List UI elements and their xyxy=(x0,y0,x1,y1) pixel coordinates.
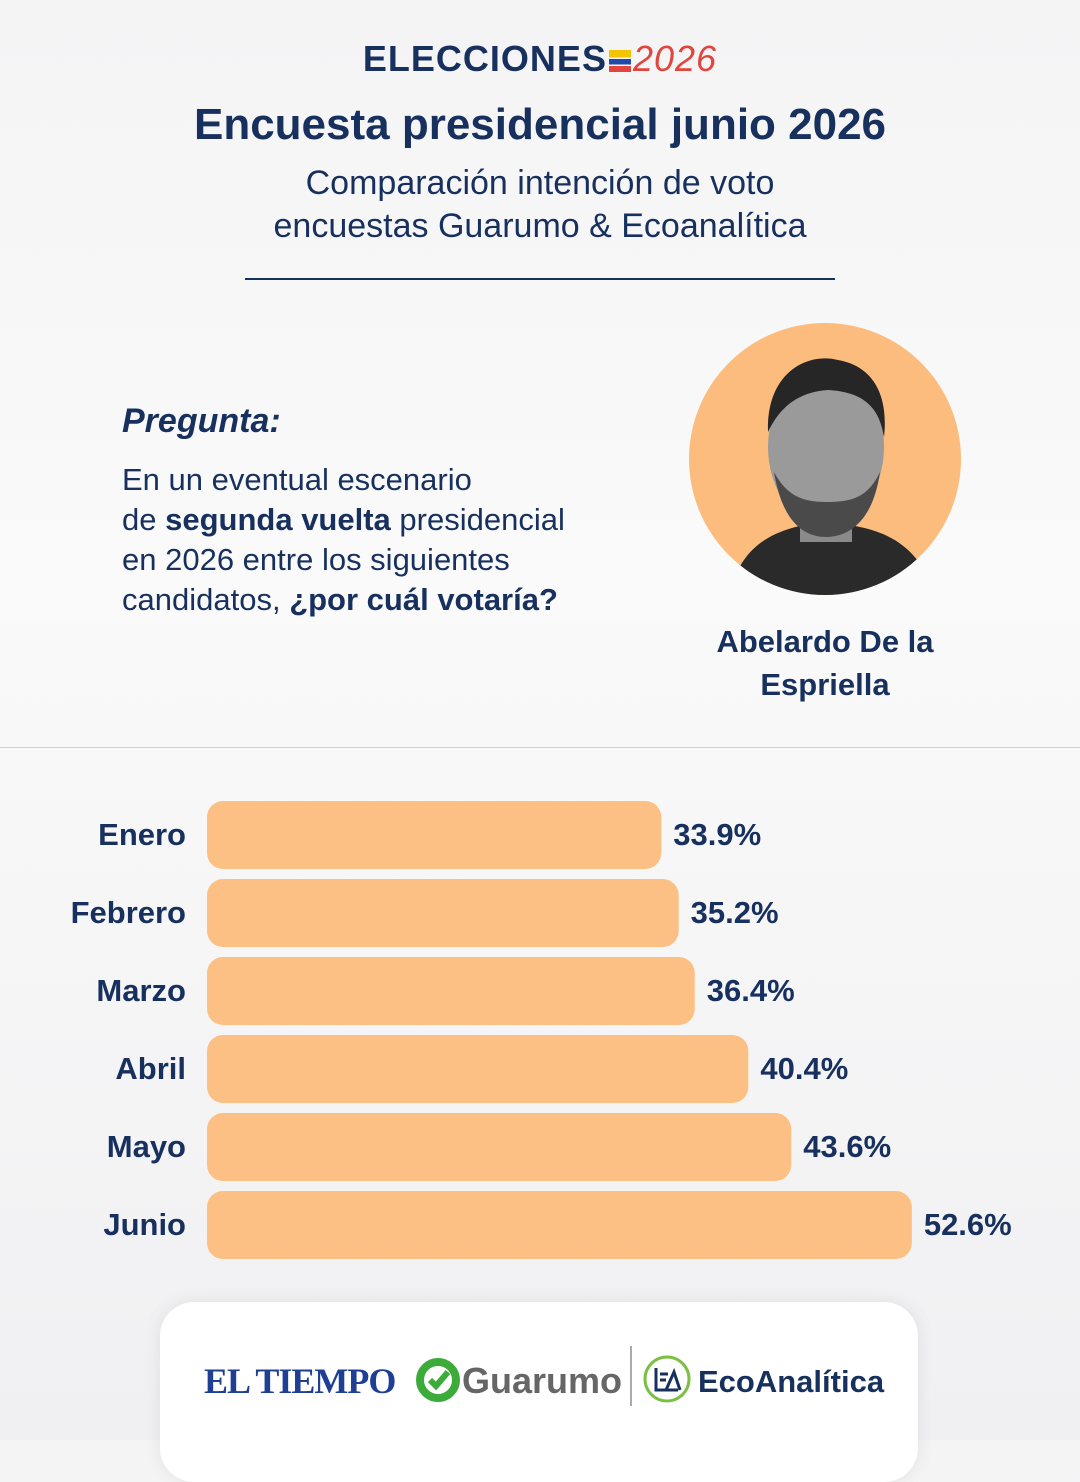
footer: EL TIEMPO Guarumo EcoAnalítica xyxy=(160,1302,918,1482)
title: Encuesta presidencial junio 2026 xyxy=(193,100,887,149)
subtitle-line: Comparación intención de voto xyxy=(305,164,775,202)
category-label: Enero xyxy=(98,817,186,852)
question-segment: de xyxy=(122,502,157,537)
value-label: 35.2% xyxy=(691,895,779,930)
question-segment: candidatos, xyxy=(122,582,281,617)
candidate-name: Abelardo De la Espriella xyxy=(716,624,934,702)
question-segment: presidencial xyxy=(399,502,565,537)
subtitle: Comparación intención de voto encuestas G… xyxy=(0,162,1080,248)
category-label: Mayo xyxy=(107,1129,186,1164)
question-label: Pregunta: xyxy=(122,402,281,440)
question-segment: segunda vuelta xyxy=(165,502,391,537)
brand: ELECCIONES 2026 xyxy=(0,38,1080,80)
value-label: 40.4% xyxy=(760,1051,848,1086)
brand-year: 2026 xyxy=(632,38,718,79)
question-text: En un eventual escenario de segunda vuel… xyxy=(122,460,565,620)
bar xyxy=(207,1191,912,1259)
page: ELECCIONES 2026 Encuesta presidencial jun… xyxy=(0,0,1080,1440)
value-label: 36.4% xyxy=(707,973,795,1008)
category-label: Marzo xyxy=(96,973,186,1008)
category-label: Junio xyxy=(103,1207,186,1242)
rule xyxy=(245,278,835,280)
category-label: Febrero xyxy=(71,895,186,930)
divider xyxy=(0,747,1080,748)
logo-guarumo: Guarumo xyxy=(462,1360,623,1401)
value-label: 43.6% xyxy=(803,1129,891,1164)
logo-el-tiempo: EL TIEMPO xyxy=(204,1361,396,1401)
candidate-photo xyxy=(689,323,961,595)
bar xyxy=(207,879,679,947)
bar xyxy=(207,1113,792,1181)
question-segment: ¿por cuál votaría? xyxy=(289,582,558,617)
brand-text: ELECCIONES xyxy=(362,38,607,79)
bar xyxy=(207,957,695,1025)
separator xyxy=(630,1346,632,1406)
logo-ecoanalitica: EcoAnalítica xyxy=(698,1364,885,1399)
subtitle-line: encuestas Guarumo & Ecoanalítica xyxy=(273,207,807,245)
value-label: 33.9% xyxy=(673,817,761,852)
question-segment: en 2026 entre los siguientes xyxy=(122,542,510,577)
ecoanalitica-icon xyxy=(643,1355,691,1403)
guarumo-icon xyxy=(416,1358,460,1402)
bar xyxy=(207,1035,749,1103)
flag-icon xyxy=(608,50,631,73)
value-label: 52.6% xyxy=(924,1207,1012,1242)
question-segment: En un eventual escenario xyxy=(122,462,472,497)
chart: Enero 33.9% Febrero 35.2% Marzo 36.4% Abril 40.… xyxy=(71,801,1012,1259)
bar xyxy=(207,801,662,869)
category-label: Abril xyxy=(115,1051,186,1086)
